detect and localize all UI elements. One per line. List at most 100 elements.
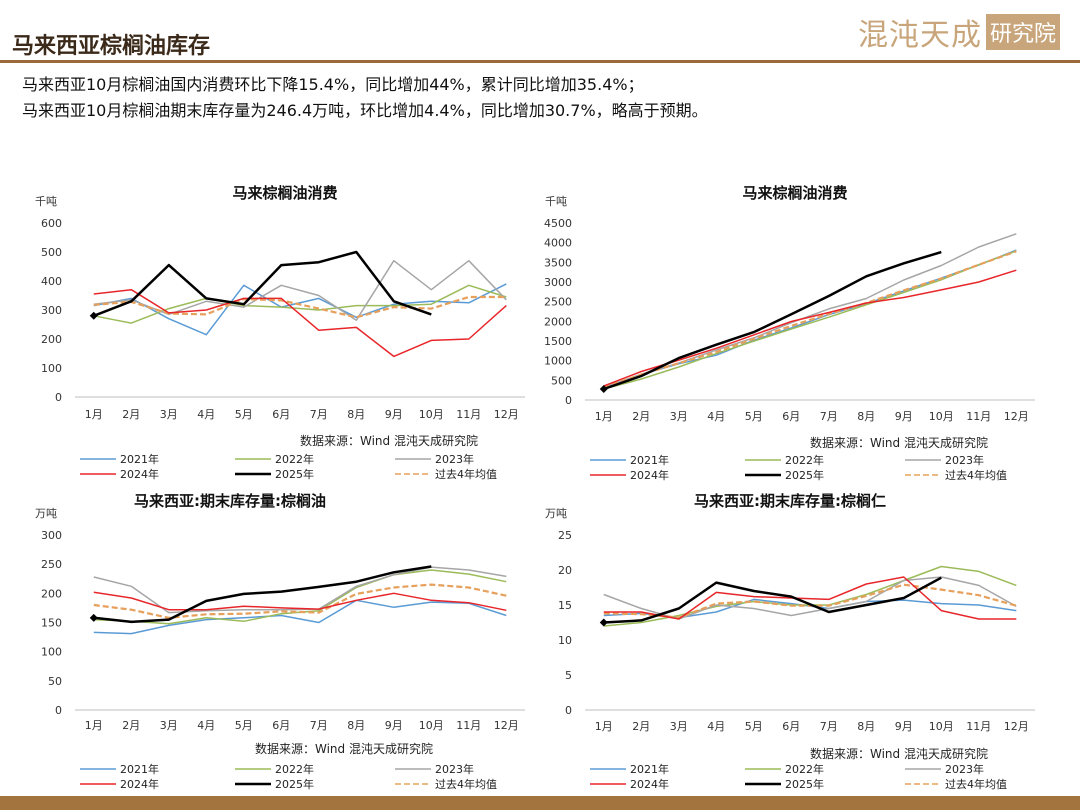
- x-tick-label: 5月: [235, 408, 253, 421]
- series-start-marker: [599, 384, 608, 393]
- x-tick-label: 1月: [595, 720, 613, 733]
- x-tick-label: 1月: [595, 410, 613, 423]
- legend-label: 2023年: [435, 452, 474, 466]
- footer-bar: [0, 796, 1080, 810]
- x-tick-label: 3月: [160, 408, 178, 421]
- x-tick-label: 9月: [385, 719, 403, 732]
- x-tick-label: 4月: [707, 410, 725, 423]
- x-tick-label: 12月: [494, 408, 519, 421]
- chart-title: 马来棕榈油消费: [742, 184, 847, 202]
- summary-line-2: 马来西亚10月棕榈油期末库存量为246.4万吨，环比增加4.4%，同比增加30.…: [22, 101, 708, 120]
- legend-label: 2024年: [120, 467, 159, 481]
- y-tick-label: 20: [558, 564, 572, 577]
- y-tick-label: 25: [558, 529, 572, 542]
- x-tick-label: 7月: [310, 408, 328, 421]
- chart-title: 马来棕榈油消费: [232, 184, 337, 202]
- legend-label: 2023年: [435, 762, 474, 776]
- x-tick-label: 10月: [419, 408, 444, 421]
- x-tick-label: 7月: [820, 720, 838, 733]
- y-tick-label: 150: [41, 617, 62, 630]
- x-tick-label: 12月: [494, 719, 519, 732]
- legend-label: 2021年: [120, 762, 159, 776]
- legend-label: 2024年: [630, 468, 669, 482]
- legend-label: 过去4年均值: [435, 777, 497, 791]
- series-line-2025年: [93, 565, 432, 624]
- x-tick-label: 4月: [197, 408, 215, 421]
- y-tick-label: 250: [41, 558, 62, 571]
- y-tick-label: 4500: [544, 217, 572, 230]
- series-line-过去4年均值: [603, 583, 1017, 619]
- legend-label: 2022年: [785, 453, 824, 467]
- series-line-过去4年均值: [93, 295, 507, 319]
- series-line-2024年: [603, 576, 1017, 620]
- header: 马来西亚棕榈油库存 混沌天成 研究院: [0, 0, 1080, 63]
- y-tick-label: 600: [41, 217, 62, 230]
- x-tick-label: 9月: [895, 410, 913, 423]
- y-tick-label: 200: [41, 587, 62, 600]
- chart-source: 数据来源：Wind 混沌天成研究院: [810, 746, 988, 761]
- logo-box-text: 研究院: [985, 14, 1060, 50]
- series-line-2023年: [93, 259, 507, 321]
- legend-label: 2021年: [630, 453, 669, 467]
- y-unit-label: 万吨: [545, 507, 567, 520]
- x-tick-label: 3月: [670, 720, 688, 733]
- legend-label: 过去4年均值: [945, 468, 1007, 482]
- series-line-过去4年均值: [93, 583, 507, 619]
- x-tick-label: 2月: [122, 408, 140, 421]
- legend-label: 2025年: [275, 777, 314, 791]
- y-tick-label: 500: [551, 374, 572, 387]
- x-tick-label: 6月: [782, 720, 800, 733]
- series-line-2022年: [93, 284, 507, 324]
- series-line-2025年: [603, 250, 942, 391]
- x-tick-label: 7月: [820, 410, 838, 423]
- y-tick-label: 0: [55, 391, 62, 404]
- x-tick-label: 6月: [272, 408, 290, 421]
- series-line-2024年: [603, 269, 1017, 387]
- y-tick-label: 4000: [544, 237, 572, 250]
- y-tick-label: 0: [55, 704, 62, 717]
- y-tick-label: 500: [41, 246, 62, 259]
- x-tick-label: 8月: [347, 719, 365, 732]
- legend-label: 2025年: [785, 777, 824, 791]
- y-tick-label: 15: [558, 599, 572, 612]
- y-tick-label: 200: [41, 333, 62, 346]
- x-tick-label: 10月: [419, 719, 444, 732]
- y-tick-label: 100: [41, 646, 62, 659]
- y-unit-label: 千吨: [545, 195, 567, 208]
- x-tick-label: 3月: [670, 410, 688, 423]
- x-tick-label: 1月: [85, 719, 103, 732]
- x-tick-label: 5月: [745, 720, 763, 733]
- brand-logo: 混沌天成 研究院: [858, 12, 1060, 53]
- x-tick-label: 11月: [456, 719, 481, 732]
- y-tick-label: 10: [558, 634, 572, 647]
- series-line-过去4年均值: [603, 250, 1017, 389]
- header-rule: [0, 60, 1080, 63]
- legend-label: 2025年: [785, 468, 824, 482]
- x-tick-label: 3月: [160, 719, 178, 732]
- y-tick-label: 400: [41, 275, 62, 288]
- y-tick-label: 3500: [544, 256, 572, 269]
- x-tick-label: 4月: [707, 720, 725, 733]
- chart-title: 马来西亚:期末库存量:棕榈油: [134, 492, 326, 510]
- y-tick-label: 2500: [544, 296, 572, 309]
- x-tick-label: 7月: [310, 719, 328, 732]
- x-tick-label: 1月: [85, 408, 103, 421]
- x-tick-label: 2月: [632, 410, 650, 423]
- x-tick-label: 2月: [122, 719, 140, 732]
- series-start-marker: [89, 311, 98, 320]
- summary-line-1: 马来西亚10月棕榈油国内消费环比下降15.4%，同比增加44%，累计同比增加35…: [22, 75, 644, 94]
- y-tick-label: 5: [565, 669, 572, 682]
- series-line-2021年: [93, 599, 507, 635]
- x-tick-label: 12月: [1004, 410, 1029, 423]
- legend-label: 2024年: [120, 777, 159, 791]
- x-tick-label: 5月: [235, 719, 253, 732]
- x-tick-label: 11月: [456, 408, 481, 421]
- x-tick-label: 10月: [929, 720, 954, 733]
- x-tick-label: 4月: [197, 719, 215, 732]
- series-line-2024年: [93, 591, 507, 612]
- x-tick-label: 6月: [782, 410, 800, 423]
